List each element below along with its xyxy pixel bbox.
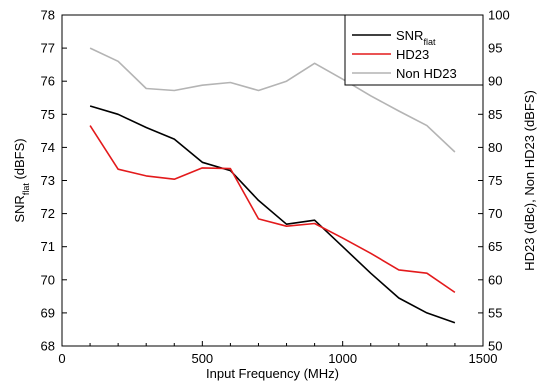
right-tick-label: 80 xyxy=(488,140,502,155)
series-line-snr xyxy=(89,105,456,324)
left-tick-label: 70 xyxy=(41,272,55,287)
right-tick-label: 55 xyxy=(488,305,502,320)
legend-item-hd23: HD23 xyxy=(352,47,429,62)
right-tick-label: 85 xyxy=(488,107,502,122)
x-tick-label: 0 xyxy=(58,351,65,366)
x-tick-label: 1000 xyxy=(328,351,357,366)
left-y-axis-label-main: SNR xyxy=(12,195,27,222)
left-tick-label: 68 xyxy=(41,339,55,354)
legend-item-non-hd23: Non HD23 xyxy=(352,66,457,81)
right-tick-label: 70 xyxy=(488,206,502,221)
series-line-non-hd23 xyxy=(89,47,456,153)
right-y-axis-label: HD23 (dBc), Non HD23 (dBFS) xyxy=(522,90,537,271)
series-lines xyxy=(89,47,456,324)
left-tick-label: 72 xyxy=(41,206,55,221)
left-tick-label: 71 xyxy=(41,239,55,254)
x-axis-label: Input Frequency (MHz) xyxy=(206,366,339,381)
left-y-axis-label-sub: flat xyxy=(21,183,31,196)
x-tick-label: 1500 xyxy=(469,351,498,366)
legend-label: SNRflat xyxy=(396,28,436,47)
right-tick-label: 65 xyxy=(488,239,502,254)
left-tick-label: 76 xyxy=(41,74,55,89)
left-tick-label: 74 xyxy=(41,140,55,155)
left-tick-label: 78 xyxy=(41,8,55,23)
right-tick-label: 60 xyxy=(488,272,502,287)
left-tick-label: 75 xyxy=(41,107,55,122)
x-axis-ticks: 0 500 1000 1500 xyxy=(58,341,497,366)
left-y-axis-label-unit: (dBFS) xyxy=(12,138,27,183)
legend-label: HD23 xyxy=(396,47,429,62)
right-tick-label: 100 xyxy=(488,8,510,23)
legend-label: Non HD23 xyxy=(396,66,457,81)
left-tick-label: 77 xyxy=(41,41,55,56)
right-tick-label: 95 xyxy=(488,41,502,56)
series-line-hd23 xyxy=(89,125,456,294)
right-axis-ticks: 50 55 60 65 70 75 80 85 90 95 100 xyxy=(478,8,510,354)
left-axis-ticks: 68 69 70 71 72 73 74 75 76 77 78 xyxy=(41,8,67,354)
legend-item-snr: SNRflat xyxy=(352,28,436,47)
x-tick-label: 500 xyxy=(191,351,213,366)
right-tick-label: 75 xyxy=(488,173,502,188)
left-tick-label: 73 xyxy=(41,173,55,188)
right-tick-label: 50 xyxy=(488,339,502,354)
right-tick-label: 90 xyxy=(488,74,502,89)
left-y-axis-label: SNRflat (dBFS) xyxy=(12,138,31,222)
plot-frame xyxy=(61,14,484,347)
left-tick-label: 69 xyxy=(41,305,55,320)
